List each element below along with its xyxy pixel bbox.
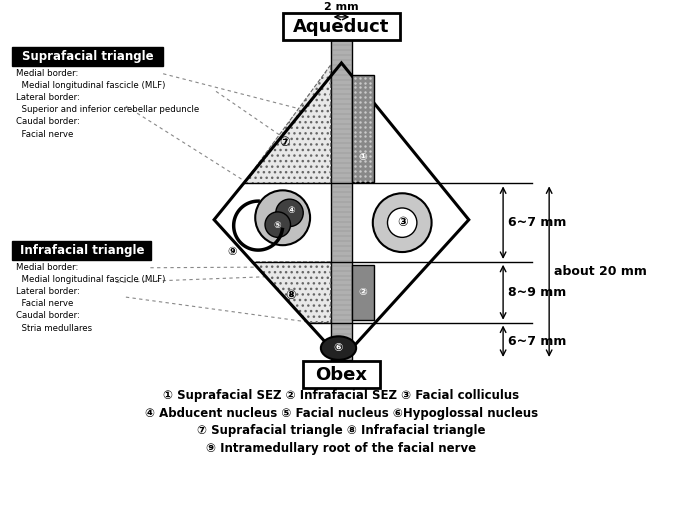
Polygon shape xyxy=(252,262,331,323)
Text: Aqueduct: Aqueduct xyxy=(293,18,390,36)
FancyBboxPatch shape xyxy=(303,361,379,388)
Text: about 20 mm: about 20 mm xyxy=(554,265,647,278)
FancyBboxPatch shape xyxy=(283,13,400,40)
Text: ②: ② xyxy=(359,287,367,297)
Text: Obex: Obex xyxy=(316,366,367,384)
Circle shape xyxy=(265,212,290,237)
FancyBboxPatch shape xyxy=(12,241,151,260)
Text: ⑦ Suprafacial triangle ⑧ Infrafacial triangle: ⑦ Suprafacial triangle ⑧ Infrafacial tri… xyxy=(197,424,486,437)
Text: 6~7 mm: 6~7 mm xyxy=(508,334,566,348)
Text: Medial border:
  Medial longitudinal fascicle (MLF)
Lateral border:
  Facial ner: Medial border: Medial longitudinal fasci… xyxy=(16,263,166,332)
Text: 6~7 mm: 6~7 mm xyxy=(508,216,566,229)
Circle shape xyxy=(373,193,432,252)
Text: ⑤: ⑤ xyxy=(274,221,282,230)
Text: ⑧: ⑧ xyxy=(285,288,296,301)
Text: 2 mm: 2 mm xyxy=(324,2,359,12)
Text: Medial border:
  Medial longitudinal fascicle (MLF)
Lateral border:
  Superior a: Medial border: Medial longitudinal fasci… xyxy=(16,69,199,139)
Text: ④: ④ xyxy=(288,206,295,216)
Text: ⑦: ⑦ xyxy=(279,136,290,149)
Text: ⑨: ⑨ xyxy=(227,247,236,257)
Text: ①: ① xyxy=(359,151,367,162)
Bar xyxy=(331,22,352,360)
Circle shape xyxy=(388,208,417,237)
Bar xyxy=(352,75,374,181)
Text: Infrafacial triangle: Infrafacial triangle xyxy=(20,244,144,257)
Ellipse shape xyxy=(321,337,356,360)
Text: Suprafacial triangle: Suprafacial triangle xyxy=(22,50,153,63)
Polygon shape xyxy=(244,65,331,184)
FancyBboxPatch shape xyxy=(12,47,163,66)
Text: 8~9 mm: 8~9 mm xyxy=(508,286,566,299)
Text: ⑨ Intramedullary root of the facial nerve: ⑨ Intramedullary root of the facial nerv… xyxy=(206,442,477,455)
Text: ⑥: ⑥ xyxy=(334,343,343,353)
Text: ③: ③ xyxy=(397,216,408,229)
Circle shape xyxy=(256,190,310,245)
Circle shape xyxy=(276,199,303,226)
Bar xyxy=(352,265,374,320)
Text: ① Suprafacial SEZ ② Infrafacial SEZ ③ Facial colliculus: ① Suprafacial SEZ ② Infrafacial SEZ ③ Fa… xyxy=(164,389,519,402)
Text: ④ Abducent nucleus ⑤ Facial nucleus ⑥Hypoglossal nucleus: ④ Abducent nucleus ⑤ Facial nucleus ⑥Hyp… xyxy=(145,407,538,420)
